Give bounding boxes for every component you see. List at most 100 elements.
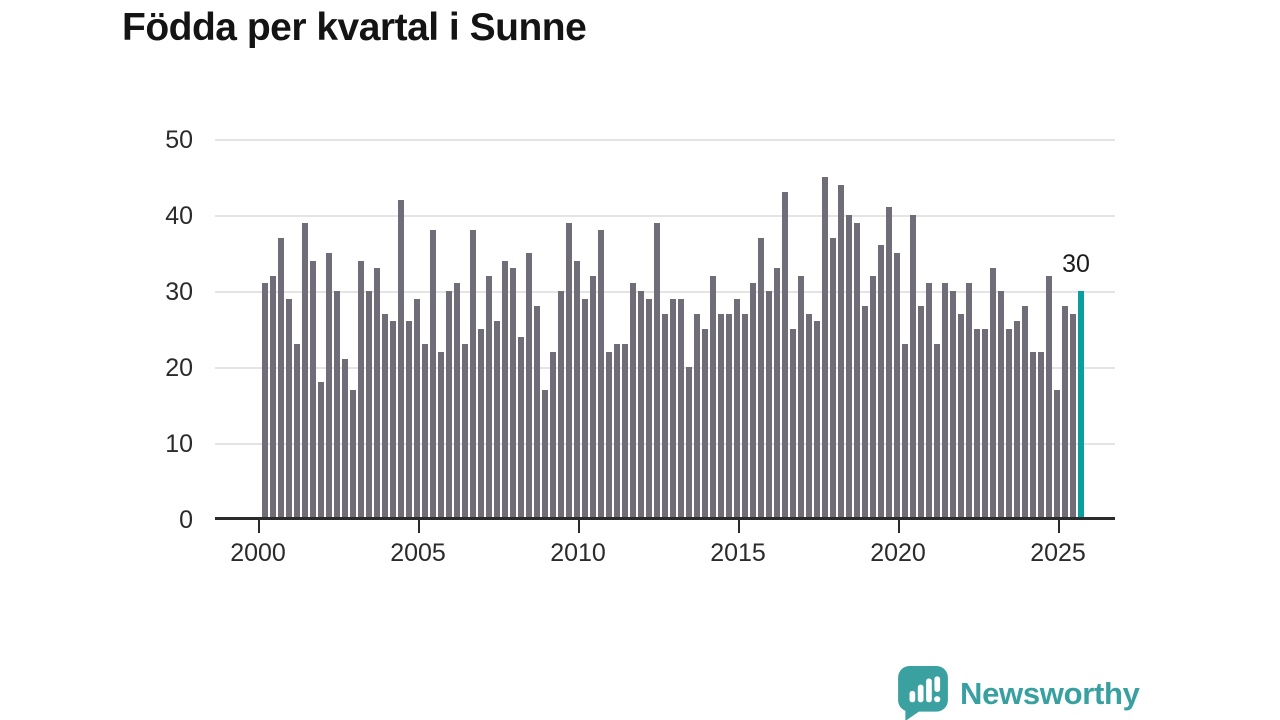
gridline-30 [215,291,1115,293]
bar-q49 [654,222,660,519]
bar-q5 [302,222,308,519]
x-axis-line [215,517,1115,520]
bar-q93 [1006,329,1012,519]
bar-q89 [974,329,980,519]
bar-q83 [926,283,932,519]
bar-q99 [1054,389,1060,519]
bar-q17 [398,199,404,519]
bar-q26 [470,230,476,519]
bar-q28 [486,275,492,519]
bar-q72 [838,184,844,519]
bar-q41 [590,275,596,519]
bar-q81 [910,215,916,519]
x-axis-tick-label-2015: 2015 [710,539,766,567]
bar-q9 [334,291,340,519]
bar-q0 [262,283,268,519]
bar-q20 [422,344,428,519]
bar-q40 [582,298,588,519]
bar-q50 [662,313,668,519]
bar-q31 [510,268,516,519]
bar-q43 [606,351,612,519]
bar-q46 [630,283,636,519]
bar-q74 [854,222,860,519]
bar-q33 [526,253,532,519]
bar-q85 [942,283,948,519]
bar-q37 [558,291,564,519]
x-axis-tick-label-2000: 2000 [230,539,286,567]
bar-q61 [750,283,756,519]
bar-q53 [686,367,692,519]
newsworthy-wordmark: Newsworthy [960,676,1140,711]
bar-q2 [278,237,284,519]
bar-q14 [374,268,380,519]
bar-q90 [982,329,988,519]
bar-q62 [758,237,764,519]
bar-q6 [310,260,316,519]
bar-q58 [726,313,732,519]
bar-q87 [958,313,964,519]
newsworthy-logo: Newsworthy [898,666,1140,720]
bar-q82 [918,306,924,519]
bar-q19 [414,298,420,519]
gridline-40 [215,215,1115,217]
bar-q34 [534,306,540,519]
bar-q63 [766,291,772,519]
highlighted-bar-q102 [1078,291,1084,519]
bar-q45 [622,344,628,519]
bar-q8 [326,253,332,519]
bar-chart-speech-bubble-icon [898,666,948,720]
bar-q38 [566,222,572,519]
bar-q56 [710,275,716,519]
bar-q94 [1014,321,1020,519]
bar-q59 [734,298,740,519]
bar-q60 [742,313,748,519]
bar-q80 [902,344,908,519]
y-axis-tick-label: 30 [165,278,193,306]
x-axis-tick-label-2020: 2020 [870,539,926,567]
bar-q39 [574,260,580,519]
bar-q7 [318,382,324,519]
bar-q92 [998,291,1004,519]
bar-q11 [350,389,356,519]
bar-q97 [1038,351,1044,519]
x-axis-tick-label-2025: 2025 [1030,539,1086,567]
bar-q13 [366,291,372,519]
bar-q67 [798,275,804,519]
y-axis-tick-label: 0 [179,506,193,534]
bar-q73 [846,215,852,519]
bar-q64 [774,268,780,519]
bar-q54 [694,313,700,519]
bar-q101 [1070,313,1076,519]
y-axis-tick-label: 40 [165,202,193,230]
bar-q88 [966,283,972,519]
bar-q42 [598,230,604,519]
bar-q76 [870,275,876,519]
bar-q70 [822,177,828,519]
y-axis-tick-label: 10 [165,430,193,458]
bar-q71 [830,237,836,519]
y-axis-tick-label: 50 [165,126,193,154]
bar-q23 [446,291,452,519]
bar-q36 [550,351,556,519]
bar-q27 [478,329,484,519]
bar-q55 [702,329,708,519]
bar-q95 [1022,306,1028,519]
bar-q47 [638,291,644,519]
bar-q57 [718,313,724,519]
x-axis-tick-2025 [1058,520,1060,533]
bar-q10 [342,359,348,519]
bar-q48 [646,298,652,519]
bar-q22 [438,351,444,519]
bar-q16 [390,321,396,519]
bar-q98 [1046,275,1052,519]
x-axis-tick-2010 [578,520,580,533]
chart-title: Födda per kvartal i Sunne [122,6,587,49]
bar-q69 [814,321,820,519]
x-axis-tick-label-2005: 2005 [390,539,446,567]
bar-q91 [990,268,996,519]
bar-q68 [806,313,812,519]
bar-q32 [518,336,524,519]
bar-q78 [886,207,892,519]
bar-q35 [542,389,548,519]
